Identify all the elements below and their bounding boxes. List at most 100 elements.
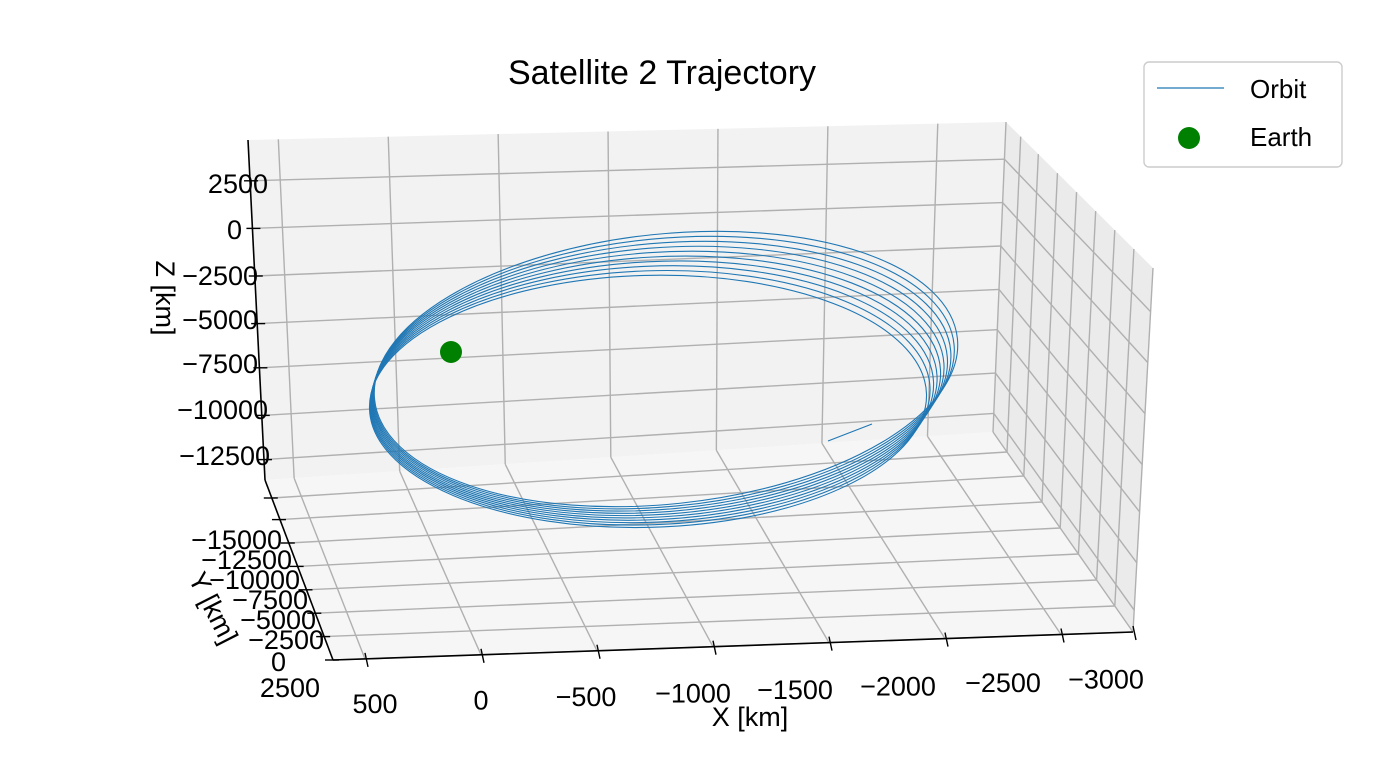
x-tick-label: −500 [556, 682, 617, 712]
grid-y-side [1114, 248, 1135, 607]
legend-frame [1143, 61, 1343, 168]
x-tick [596, 644, 601, 659]
grid-z-wall [261, 372, 996, 417]
x-tick-label: −1500 [757, 675, 833, 705]
legend-earth-swatch [1178, 127, 1200, 149]
back-pane [248, 122, 1006, 480]
y-tick-label: 2500 [260, 673, 320, 703]
grid-x-floor [610, 456, 714, 648]
grid-y-side [1077, 211, 1097, 555]
grid-y-side [1059, 192, 1078, 529]
y-tick-label: −15000 [191, 525, 282, 555]
grid-y-side [1023, 154, 1040, 477]
chart-title: Satellite 2 Trajectory [508, 54, 816, 92]
y-tick-label: −7500 [232, 585, 308, 615]
orbit-revolution [372, 240, 952, 512]
grid-z-wall [252, 201, 1003, 230]
grid-y-side [1132, 267, 1154, 633]
grid-z-side [994, 372, 1138, 564]
earth-marker [440, 341, 462, 363]
grid-x-wall [277, 139, 295, 479]
grid-z-wall [263, 412, 994, 461]
z-axis-label: Z [km] [150, 261, 180, 336]
grid-y-side [1006, 136, 1022, 453]
grid-y-side [1041, 173, 1059, 503]
y-tick-label: −10000 [209, 565, 300, 595]
x-tick [712, 640, 717, 655]
orbit-revolution [373, 235, 955, 510]
z-tick-label: 2500 [208, 169, 268, 199]
tick-marks [244, 180, 1137, 668]
grid-z-side [1003, 158, 1152, 313]
x-axis-label: X [km] [712, 702, 789, 732]
grid-y-floor [297, 527, 1061, 568]
z-tick-label: −5000 [182, 305, 258, 335]
y-axis-line [264, 479, 334, 661]
grid-x-wall [926, 123, 939, 437]
grid-x-wall [992, 121, 1007, 433]
grid-y-floor [315, 579, 1097, 614]
orbit-revolution [370, 260, 938, 521]
grid-x-floor [293, 477, 366, 660]
right-pane [993, 122, 1153, 632]
z-tick-label: −12500 [179, 441, 270, 471]
grid-x-floor [504, 463, 598, 652]
y-tick-label: −2500 [248, 625, 324, 655]
grid-x-wall [497, 134, 506, 465]
grid-z-side [1002, 202, 1149, 364]
grid-y-floor [288, 501, 1043, 544]
z-tick-label: 0 [227, 215, 242, 245]
grid-y-floor [279, 475, 1024, 521]
x-tick-label: −1000 [655, 679, 731, 709]
grid-x-wall [821, 126, 829, 444]
legend-earth-label: Earth [1250, 122, 1312, 152]
legend: Orbit Earth [1143, 61, 1343, 168]
grid-y-side [1095, 230, 1116, 581]
grid-z-side [996, 329, 1141, 513]
orbit-series [368, 230, 959, 529]
grid-x-floor [715, 449, 830, 643]
orbit-revolution [373, 230, 959, 508]
grid-x-wall [607, 131, 612, 458]
orbit-segment [827, 423, 873, 442]
x-tick [364, 652, 369, 668]
x-tick [480, 648, 485, 663]
grid-y-floor [271, 451, 1008, 499]
x-tick [1132, 625, 1137, 641]
z-tick-label: −10000 [177, 395, 268, 425]
grid-x-wall [387, 136, 401, 472]
y-tick-label: −12500 [201, 545, 292, 575]
grid-z-wall [257, 288, 1000, 325]
grid-x-floor [992, 431, 1134, 633]
x-tick [1060, 628, 1065, 643]
orbit-revolution [371, 250, 945, 517]
grid-z-wall [250, 158, 1005, 182]
x-tick [944, 632, 949, 647]
x-tick-label: −2500 [965, 668, 1041, 698]
orbit-revolution [368, 274, 928, 529]
x-tick-label: −2000 [860, 672, 936, 702]
grid-z-side [1000, 245, 1146, 415]
z-tick-label: −2500 [182, 261, 258, 291]
grid-z-side [993, 412, 1135, 611]
grid-z-wall [254, 245, 1001, 277]
x-axis-line [332, 631, 1134, 661]
grid-x-floor [399, 470, 482, 656]
x-tick-label: 500 [352, 689, 397, 719]
z-axis-line [247, 139, 266, 481]
grid-x-floor [926, 435, 1062, 635]
grid-y-floor [324, 605, 1115, 638]
orbit-revolution [370, 255, 942, 519]
grid-x-wall [715, 128, 719, 451]
legend-orbit-label: Orbit [1250, 74, 1307, 104]
x-tick-label: 0 [473, 686, 488, 716]
y-tick-label: 0 [271, 647, 286, 677]
grid-z-side [998, 288, 1143, 466]
x-tick [828, 636, 833, 651]
x-tick-label: −3000 [1068, 665, 1144, 695]
z-tick-label: −7500 [182, 349, 258, 379]
axis-lines [247, 139, 1134, 661]
y-tick-label: −5000 [240, 605, 316, 635]
grid-y-floor [306, 553, 1079, 591]
